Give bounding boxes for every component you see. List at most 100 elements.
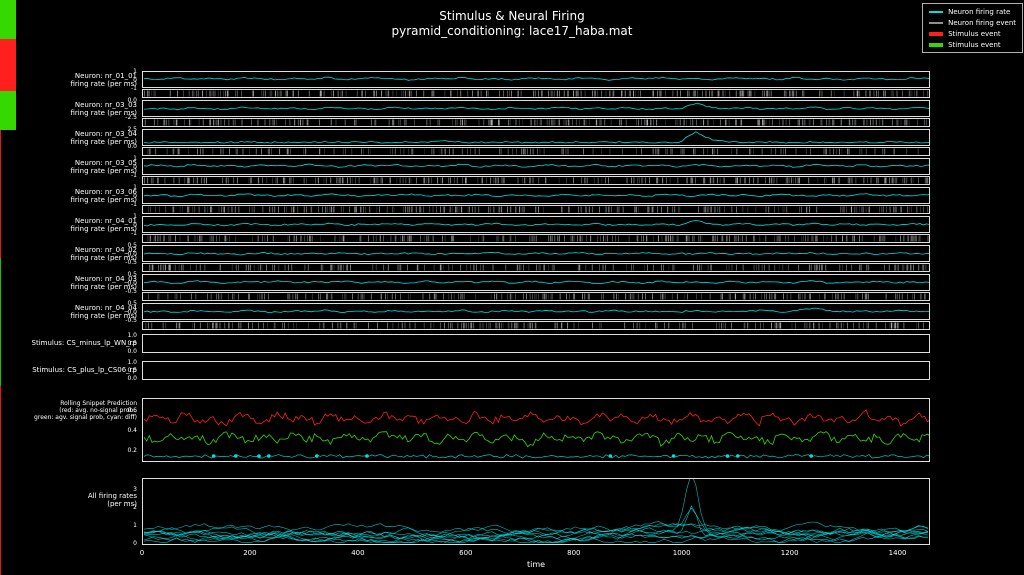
y-tick-label: 2 [133, 504, 137, 511]
firing-rate-plot-nr_03_04 [142, 129, 930, 146]
neuron-label-nr_03_06-line: firing rate (per ms) [70, 196, 137, 204]
neuron-label-nr_03_03-line: firing rate (per ms) [70, 109, 137, 117]
all-rates-label: All firing rates (per ms) [0, 492, 137, 508]
firing-rate-plot-nr_04_02-canvas [143, 251, 929, 256]
firing-rate-plot-nr_03_06-canvas [143, 193, 929, 198]
event-line [0, 130, 1, 258]
firing-rate-plot-nr_03_06 [142, 187, 930, 204]
figure-title: Stimulus & Neural Firing [439, 9, 585, 23]
all-firing-rates-plot [142, 478, 930, 545]
prediction-plot [142, 398, 930, 462]
neuron-label-nr_03_04-line: firing rate (per ms) [70, 138, 137, 146]
prediction-event-marker [315, 454, 319, 458]
stimulus-plot-1-canvas [143, 362, 929, 379]
stimulus-plot-0-canvas [143, 335, 929, 352]
y-tick-label: 0 [133, 221, 137, 229]
neuron-label-nr_04_02-line: Neuron: nr_04_02 [74, 246, 137, 254]
firing-rate-plot-nr_04_01-canvas [143, 220, 929, 227]
y-tick-label: 0 [133, 163, 137, 171]
y-tick-label: 1 [133, 184, 137, 191]
legend-item: Stimulus event [929, 40, 1016, 49]
x-tick-label: 800 [567, 549, 581, 557]
x-tick-label: 400 [351, 549, 365, 557]
raster-plot-nr_03_03-canvas [144, 119, 927, 126]
stimulus-block [0, 26, 17, 39]
y-tick-label: -0.5 [125, 288, 137, 295]
neuron-label-nr_04_03-line: Neuron: nr_04_03 [74, 275, 137, 283]
stimulus-label-0-line: Stimulus: CS_minus_lp_WN_rp [31, 339, 137, 347]
raster-plot-nr_04_01 [142, 234, 930, 243]
raster-plot-nr_04_03-canvas [148, 293, 926, 300]
neuron-label-nr_04_04-line: firing rate (per ms) [70, 312, 137, 320]
legend: Neuron firing rate Neuron firing event Sti… [922, 3, 1023, 53]
firing-rate-plot-nr_03_03-canvas [143, 103, 929, 111]
neuron-label-nr_03_06: Neuron: nr_03_06 firing rate (per ms) [0, 188, 137, 204]
prediction-event-marker [257, 454, 261, 458]
firing-rate-plot-nr_04_03-canvas [143, 280, 929, 285]
stimulus-label-0: Stimulus: CS_minus_lp_WN_rp [0, 339, 137, 347]
x-tick-label: 200 [243, 549, 257, 557]
prediction-event-marker [234, 454, 238, 458]
stimulus-block [0, 91, 17, 104]
firing-rate-plot-nr_04_01 [142, 216, 930, 233]
raster-plot-nr_03_06-canvas [148, 206, 928, 213]
all-rates-label-line: All firing rates [87, 492, 137, 500]
raster-plot-nr_04_04-canvas [145, 322, 924, 329]
neuron-label-nr_04_01-line: Neuron: nr_04_01 [74, 217, 137, 225]
stimulus-block [0, 78, 17, 91]
y-tick-label: 1.0 [127, 359, 137, 366]
prediction-event-marker [809, 454, 813, 458]
firing-rate-plot-nr_01_01 [142, 71, 930, 88]
stimulus-block [0, 117, 17, 130]
x-tick-label: 600 [459, 549, 473, 557]
firing-rate-plot-nr_01_01-canvas [143, 76, 929, 81]
firing-rate-plot-nr_04_02 [142, 245, 930, 262]
x-tick-label: 1000 [672, 549, 691, 557]
y-tick-label: 0.2 [127, 447, 137, 454]
legend-label: Neuron firing rate [948, 7, 1011, 16]
raster-plot-nr_03_04 [142, 147, 930, 156]
y-tick-label: 0.5 [127, 300, 137, 307]
prediction-event-marker [671, 454, 676, 458]
firing-rate-plot-nr_04_04 [142, 303, 930, 320]
neuron-label-nr_04_02-line: firing rate (per ms) [70, 254, 137, 262]
neuron-label-nr_04_04-line: Neuron: nr_04_04 [74, 304, 137, 312]
prediction-event-marker [267, 454, 271, 458]
raster-plot-nr_03_06 [142, 205, 930, 214]
stimulus-block [0, 13, 17, 26]
y-tick-label: 1 [133, 155, 137, 162]
y-tick-label: 2.5 [127, 126, 137, 133]
neuron-label-nr_01_01-line: Neuron: nr_01_01 [74, 72, 137, 80]
neuron-label-nr_04_01: Neuron: nr_04_01 firing rate (per ms) [0, 217, 137, 233]
raster-plot-nr_01_01-canvas [144, 90, 929, 97]
neuron-label-nr_03_04: Neuron: nr_03_04 firing rate (per ms) [0, 130, 137, 146]
figure-subtitle: pyramid_conditioning: lace17_haba.mat [391, 24, 633, 38]
prediction-event-marker [608, 454, 613, 458]
raster-plot-nr_03_05-canvas [144, 177, 929, 184]
legend-item: Neuron firing rate [929, 7, 1016, 16]
y-tick-label: 1 [133, 213, 137, 220]
firing-rate-plot-nr_03_05-canvas [143, 163, 929, 168]
x-tick-label: 1400 [888, 549, 907, 557]
y-tick-label: 0.0 [127, 279, 137, 287]
raster-plot-nr_03_05 [142, 176, 930, 185]
y-tick-label: 0.6 [127, 407, 137, 414]
neuron-label-nr_01_01-line: firing rate (per ms) [70, 80, 137, 88]
raster-plot-nr_04_02-canvas [149, 264, 927, 271]
prediction-event-marker [365, 454, 369, 458]
stimulus-block [0, 39, 17, 52]
x-tick-label: 1200 [780, 549, 799, 557]
y-tick-label: 1 [133, 522, 137, 529]
legend-label: Stimulus event [948, 29, 1001, 38]
stimulus-block [0, 0, 17, 13]
legend-swatch-1 [929, 21, 944, 24]
prediction-event-marker [725, 454, 730, 458]
stimulus-block [0, 104, 17, 117]
x-axis-label: time [526, 560, 546, 569]
prediction-label: Rolling Snippet Prediction (red: avg. no-… [0, 400, 137, 421]
event-line [0, 514, 1, 575]
raster-plot-nr_04_01-canvas [147, 235, 929, 242]
prediction-label-line: green: agv. signal prob, cyan: diff) [34, 414, 137, 421]
y-tick-label: 0.5 [127, 242, 137, 249]
stimulus-block [0, 52, 17, 65]
